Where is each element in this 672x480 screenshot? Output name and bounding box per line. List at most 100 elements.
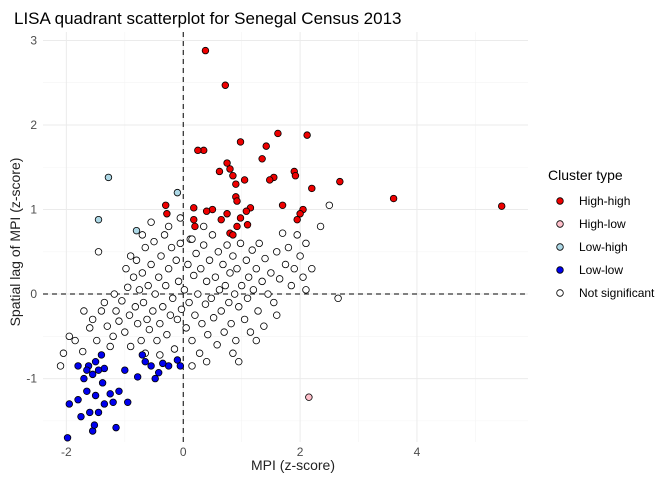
- point-not-significant: [103, 322, 111, 330]
- point-not-significant: [249, 286, 258, 294]
- legend-label: High-high: [579, 194, 630, 208]
- point-low-low: [100, 400, 109, 408]
- point-high-high: [190, 215, 198, 224]
- point-low-low: [176, 362, 185, 370]
- point-low-low: [147, 362, 155, 370]
- point-not-significant: [229, 349, 237, 357]
- point-not-significant: [211, 273, 220, 281]
- y-axis-label: Spatial lag of MPI (z-score): [7, 158, 23, 327]
- point-not-significant: [255, 239, 263, 248]
- point-not-significant: [144, 281, 152, 290]
- point-not-significant: [236, 239, 245, 248]
- point-low-low: [77, 412, 85, 421]
- point-not-significant: [299, 273, 307, 281]
- point-low-low: [83, 366, 91, 374]
- point-low-low: [115, 387, 123, 395]
- data-points: [56, 46, 506, 442]
- point-not-significant: [232, 336, 240, 345]
- point-not-significant: [205, 256, 214, 264]
- point-not-significant: [79, 347, 87, 356]
- point-not-significant: [163, 330, 171, 339]
- point-not-significant: [185, 298, 193, 307]
- point-not-significant: [100, 298, 109, 307]
- point-not-significant: [159, 303, 167, 311]
- point-not-significant: [129, 273, 138, 281]
- point-high-high: [336, 177, 344, 186]
- point-not-significant: [147, 260, 155, 269]
- point-not-significant: [199, 222, 208, 231]
- legend-key: [556, 266, 564, 274]
- point-high-high: [262, 142, 270, 150]
- point-not-significant: [213, 341, 221, 349]
- point-low-high: [104, 173, 113, 182]
- point-not-significant: [293, 231, 301, 239]
- point-not-significant: [302, 286, 310, 294]
- y-tick-label: 1: [30, 203, 37, 217]
- point-not-significant: [273, 311, 281, 319]
- point-not-significant: [290, 265, 298, 273]
- point-not-significant: [202, 357, 211, 366]
- point-low-low: [90, 421, 99, 429]
- point-not-significant: [226, 269, 234, 277]
- point-not-significant: [166, 311, 175, 319]
- point-not-significant: [135, 286, 144, 294]
- point-not-significant: [177, 305, 186, 313]
- point-not-significant: [242, 256, 251, 264]
- point-not-significant: [115, 317, 123, 325]
- point-high-high: [243, 221, 252, 229]
- point-not-significant: [264, 290, 272, 298]
- point-not-significant: [137, 336, 145, 345]
- point-high-high: [221, 81, 230, 89]
- point-not-significant: [153, 336, 161, 345]
- point-not-significant: [174, 277, 183, 286]
- point-not-significant: [167, 243, 176, 252]
- y-tick-label: 0: [30, 287, 37, 301]
- point-not-significant: [86, 324, 94, 332]
- point-low-low: [109, 398, 117, 406]
- point-high-high: [217, 215, 225, 224]
- point-high-high: [389, 194, 398, 203]
- point-not-significant: [284, 243, 293, 252]
- point-not-significant: [220, 328, 228, 336]
- point-not-significant: [162, 281, 170, 290]
- point-not-significant: [157, 252, 165, 260]
- point-not-significant: [190, 271, 198, 280]
- point-not-significant: [71, 336, 79, 345]
- point-not-significant: [267, 269, 275, 277]
- point-not-significant: [139, 298, 148, 307]
- legend-label: Low-high: [579, 240, 628, 254]
- reference-lines: [43, 32, 528, 442]
- point-high-high: [215, 167, 224, 176]
- point-not-significant: [110, 290, 118, 298]
- point-high-high: [274, 129, 282, 138]
- point-not-significant: [173, 315, 182, 324]
- point-not-significant: [176, 214, 185, 222]
- point-not-significant: [156, 319, 164, 328]
- point-not-significant: [94, 248, 103, 256]
- point-high-high: [202, 207, 211, 215]
- point-high-high: [201, 46, 210, 55]
- x-axis-label: MPI (z-score): [251, 457, 335, 473]
- point-low-low: [94, 366, 103, 374]
- point-not-significant: [204, 330, 212, 339]
- point-not-significant: [122, 265, 130, 273]
- point-not-significant: [182, 324, 190, 332]
- point-low-low: [74, 396, 82, 404]
- point-not-significant: [258, 277, 266, 286]
- point-low-low: [63, 434, 72, 442]
- y-tick-label: 3: [30, 33, 37, 47]
- point-not-significant: [334, 294, 342, 302]
- point-not-significant: [227, 319, 235, 328]
- point-not-significant: [240, 315, 249, 324]
- point-not-significant: [147, 218, 155, 226]
- point-low-low: [121, 366, 129, 374]
- point-not-significant: [169, 294, 177, 302]
- legend: Cluster type High-high High-low Low-high Lo…: [548, 167, 655, 300]
- point-low-low: [98, 379, 107, 387]
- legend-key: [556, 243, 564, 251]
- point-not-significant: [246, 328, 255, 336]
- point-not-significant: [223, 241, 231, 249]
- point-not-significant: [180, 286, 189, 294]
- legend-title: Cluster type: [548, 167, 623, 183]
